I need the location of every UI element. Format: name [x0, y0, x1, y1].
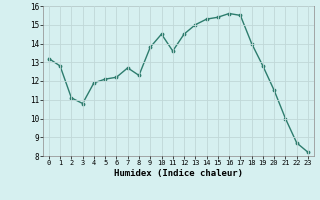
X-axis label: Humidex (Indice chaleur): Humidex (Indice chaleur) [114, 169, 243, 178]
